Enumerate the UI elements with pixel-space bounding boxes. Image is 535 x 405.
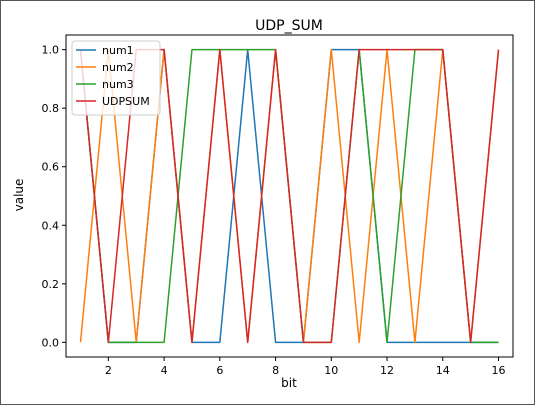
x-tick-label: 16 bbox=[492, 364, 506, 377]
x-tick-label: 2 bbox=[105, 364, 112, 377]
y-tick-label: 0.4 bbox=[42, 219, 60, 232]
x-tick-label: 8 bbox=[272, 364, 279, 377]
chart-title: UDP_SUM bbox=[255, 18, 323, 34]
legend-label-num3: num3 bbox=[102, 78, 134, 91]
x-tick-label: 4 bbox=[161, 364, 168, 377]
y-tick-label: 1.0 bbox=[42, 44, 60, 57]
x-tick-label: 12 bbox=[380, 364, 394, 377]
x-axis-ticks: 2 4 6 8 10 12 14 16 bbox=[105, 357, 506, 377]
y-tick-label: 0.6 bbox=[42, 161, 60, 174]
legend-label-udpsum: UDPSUM bbox=[102, 95, 150, 108]
y-tick-label: 0.2 bbox=[42, 278, 60, 291]
legend-frame bbox=[71, 40, 161, 116]
y-tick-label: 0.0 bbox=[42, 336, 60, 349]
legend-entries: num1 num2 num3 UDPSUM bbox=[76, 44, 150, 108]
y-axis-ticks: 0.0 0.2 0.4 0.6 0.8 1.0 bbox=[42, 44, 66, 349]
plot-area-frame bbox=[65, 34, 514, 358]
legend-label-num1: num1 bbox=[102, 44, 134, 57]
y-axis-label: value bbox=[12, 179, 26, 212]
x-tick-label: 14 bbox=[436, 364, 450, 377]
legend-label-num2: num2 bbox=[102, 61, 134, 74]
x-axis-label: bit bbox=[281, 376, 297, 390]
y-tick-label: 0.8 bbox=[42, 102, 60, 115]
x-tick-label: 6 bbox=[216, 364, 223, 377]
x-tick-label: 10 bbox=[324, 364, 338, 377]
legend: num1 num2 num3 UDPSUM bbox=[71, 40, 161, 116]
